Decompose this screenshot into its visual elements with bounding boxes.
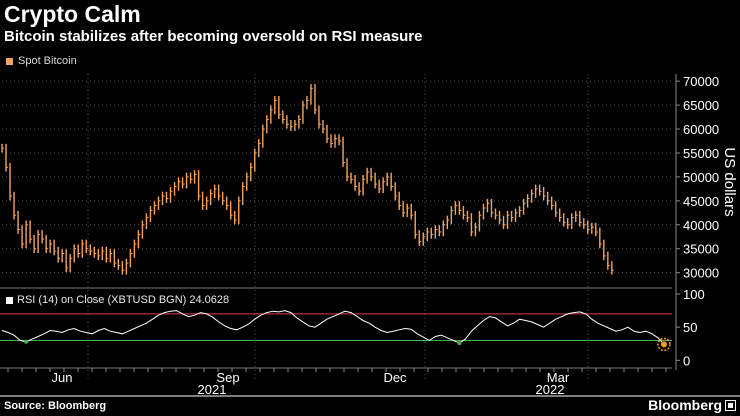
rsi-y-tick-label: 50 — [683, 320, 697, 335]
price-y-axis-label: US dollars — [721, 147, 738, 216]
rsi-series — [1, 310, 671, 352]
price-y-tick-label: 35000 — [683, 242, 719, 257]
x-tick-label: Dec — [383, 370, 407, 385]
x-tick-label: Jun — [52, 370, 73, 385]
rsi-line — [1, 310, 665, 345]
price-legend-label: Spot Bitcoin — [18, 55, 77, 67]
price-y-tick-label: 45000 — [683, 194, 719, 209]
rsi-last-point — [661, 341, 667, 348]
rsi-y-tick-label: 100 — [683, 287, 705, 302]
chart-title: Crypto Calm — [4, 1, 141, 27]
rsi-oversold-point — [457, 341, 462, 346]
price-y-tick-label: 40000 — [683, 218, 719, 233]
source-note: Source: Bloomberg — [4, 400, 107, 412]
price-y-tick-label: 55000 — [683, 146, 719, 161]
x-tick-label: Mar — [547, 370, 570, 385]
rsi-levels — [0, 313, 672, 341]
price-series — [1, 84, 614, 275]
rsi-last-marker — [657, 337, 671, 352]
price-y-tick-label: 70000 — [683, 74, 719, 89]
rsi-legend-label: RSI (14) on Close (XBTUSD BGN) 24.0628 — [17, 294, 230, 306]
price-y-tick-label: 60000 — [683, 122, 719, 137]
price-y-tick-label: 50000 — [683, 170, 719, 185]
rsi-legend: RSI (14) on Close (XBTUSD BGN) 24.0628 — [6, 294, 229, 306]
rsi-legend-swatch — [6, 296, 13, 304]
x-year-label: 2022 — [536, 382, 565, 397]
x-year-label: 2021 — [198, 382, 227, 397]
x-axis: Jun Sep Dec Mar 2021 2022 — [0, 74, 740, 397]
price-legend: Spot Bitcoin — [6, 55, 77, 67]
rsi-y-tick-label: 0 — [683, 353, 690, 368]
rsi-y-axis: 0 50 100 — [676, 287, 705, 368]
price-y-tick-label: 65000 — [683, 98, 719, 113]
rsi-oversold-point — [24, 339, 29, 344]
brand-icon — [725, 400, 736, 411]
brand-logo: Bloomberg — [648, 397, 722, 413]
price-y-axis: 30000 35000 40000 45000 50000 55000 60000 65000… — [676, 74, 719, 281]
x-tick-label: Sep — [216, 370, 239, 385]
price-y-tick-label: 30000 — [683, 266, 719, 281]
price-legend-swatch — [6, 57, 13, 65]
chart-subtitle: Bitcoin stabilizes after becoming overso… — [4, 28, 423, 45]
